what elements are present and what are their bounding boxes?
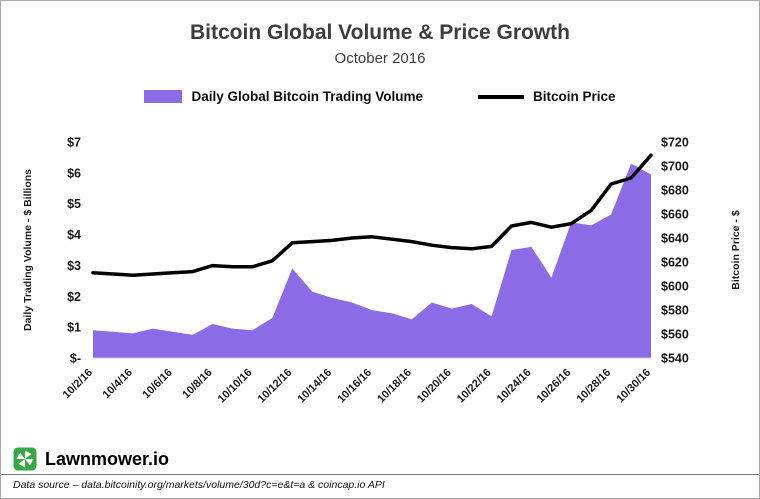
legend-price-swatch xyxy=(478,94,524,99)
left-axis-tick-label: $5 xyxy=(67,197,81,211)
price-line-series xyxy=(91,153,653,277)
x-axis-tick-label: 10/14/16 xyxy=(295,367,334,406)
right-axis-tick-label: $720 xyxy=(661,136,689,150)
x-axis-tick-label: 10/18/16 xyxy=(375,367,414,406)
right-axis-tick-label: $560 xyxy=(661,328,689,342)
right-axis-title: Bitcoin Price - $ xyxy=(730,210,742,290)
right-axis-tick-label: $640 xyxy=(661,232,689,246)
x-axis-tick-label: 10/10/16 xyxy=(216,367,255,406)
volume-area-series xyxy=(93,163,651,358)
left-axis-tick-label: $2 xyxy=(67,290,81,304)
x-axis-tick-label: 10/8/16 xyxy=(180,367,214,401)
legend-price-label: Bitcoin Price xyxy=(533,89,616,104)
left-axis-tick-label: $4 xyxy=(67,228,81,242)
x-axis-tick-label: 10/6/16 xyxy=(140,367,174,401)
x-axis-tick-label: 10/26/16 xyxy=(535,367,574,406)
x-axis-tick-label: 10/24/16 xyxy=(495,367,534,406)
x-axis-tick-label: 10/22/16 xyxy=(455,367,494,406)
right-axis-tick-label: $700 xyxy=(661,160,689,174)
right-axis-tick-label: $540 xyxy=(661,352,689,366)
x-axis-tick-label: 10/20/16 xyxy=(415,367,454,406)
right-axis-tick-label: $580 xyxy=(661,304,689,318)
right-axis-tick-label: $660 xyxy=(661,208,689,222)
legend-item-price: Bitcoin Price xyxy=(478,89,616,104)
x-axis-tick-label: 10/30/16 xyxy=(614,367,653,406)
page-subtitle: October 2016 xyxy=(334,50,426,67)
lawnmower-logo-icon xyxy=(13,447,37,471)
x-axis-tick-label: 10/16/16 xyxy=(335,367,374,406)
left-axis-tick-label: $6 xyxy=(67,166,81,180)
x-axis-tick-label: 10/4/16 xyxy=(101,367,135,401)
legend-item-volume: Daily Global Bitcoin Trading Volume xyxy=(144,89,423,104)
brand-row: Lawnmower.io xyxy=(13,447,169,471)
x-axis-tick-label: 10/28/16 xyxy=(574,367,613,406)
left-axis-tick-label: $- xyxy=(70,352,81,366)
x-axis-tick-label: 10/2/16 xyxy=(61,367,95,401)
left-axis-title: Daily Trading Volume - $ Billions xyxy=(22,169,34,331)
right-axis-tick-label: $620 xyxy=(661,256,689,270)
legend-volume-label: Daily Global Bitcoin Trading Volume xyxy=(191,89,423,104)
page-title: Bitcoin Global Volume & Price Growth xyxy=(190,21,570,44)
brand-name: Lawnmower.io xyxy=(45,448,170,469)
legend-volume-swatch xyxy=(144,90,183,103)
right-axis-tick-label: $600 xyxy=(661,280,689,294)
chart-svg: $- $1 $2 $3 $4 $5 $6 $7 $540 $560 $580 $600 $620 $640… xyxy=(22,136,742,406)
left-axis-tick-label: $3 xyxy=(67,259,81,273)
legend: Daily Global Bitcoin Trading Volume Bitc… xyxy=(1,89,759,104)
left-axis-tick-label: $1 xyxy=(67,321,81,335)
right-axis-tick-label: $680 xyxy=(661,184,689,198)
data-source-note: Data source – data.bitcoinity.org/market… xyxy=(1,474,759,498)
x-axis-tick-label: 10/12/16 xyxy=(256,367,295,406)
left-axis-tick-label: $7 xyxy=(67,136,81,150)
